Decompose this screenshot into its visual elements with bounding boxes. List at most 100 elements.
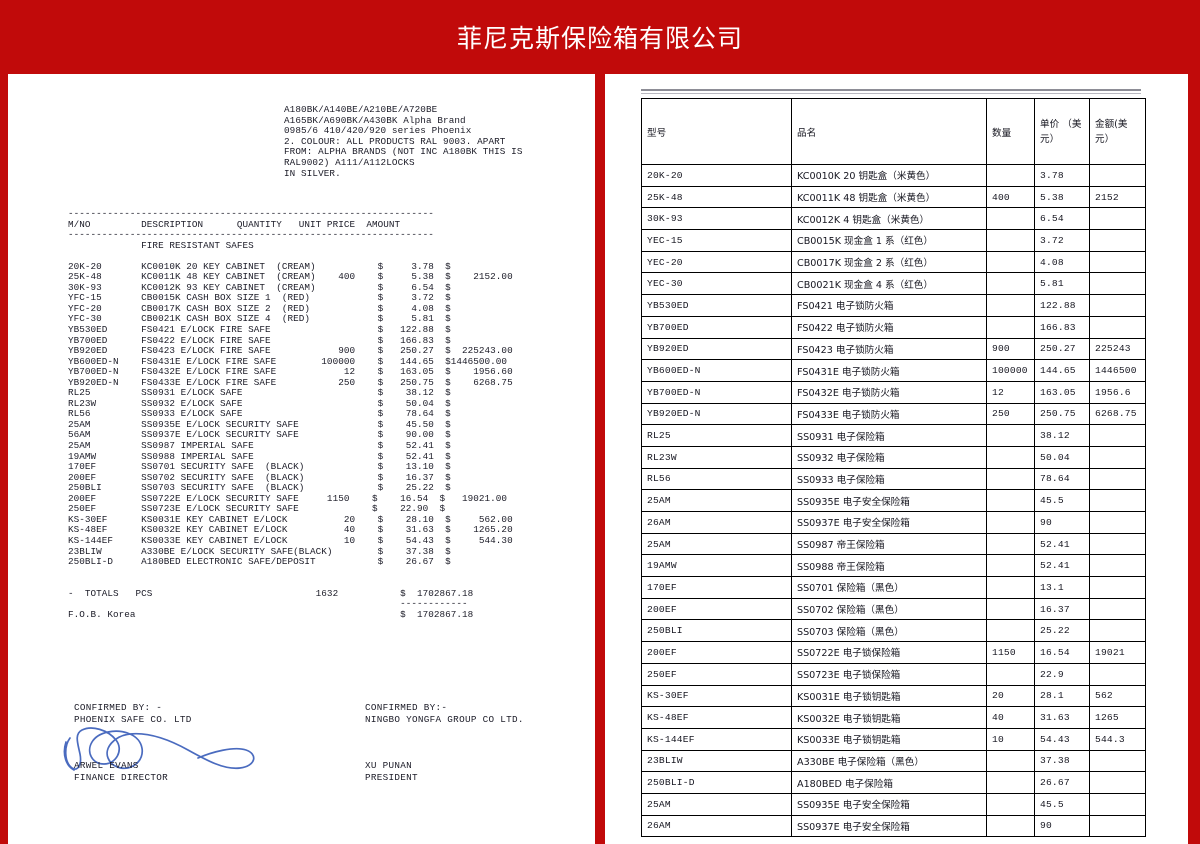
cell-name: FS0431E 电子锁防火箱 xyxy=(791,359,987,382)
table-row[interactable]: YB530ED FS0421 电子锁防火箱 122.88 xyxy=(641,294,1146,317)
cell-model: 250BLI xyxy=(641,619,792,643)
table-row[interactable]: 250BLI SS0703 保险箱（黑色） 25.22 xyxy=(641,619,1146,643)
cell-unit-price: 52.41 xyxy=(1034,554,1090,578)
table-row[interactable]: YEC-20 CB0017K 现金盒 2 系（红色） 4.08 xyxy=(641,250,1146,274)
cell-qty xyxy=(986,771,1035,794)
cell-name: SS0933 电子保险箱 xyxy=(791,467,987,491)
table-row[interactable]: 25AM SS0987 帝王保险箱 52.41 xyxy=(641,532,1146,556)
cell-qty xyxy=(986,511,1035,534)
cell-model: KS-48EF xyxy=(641,706,792,729)
cell-qty xyxy=(986,792,1035,816)
cell-model: 26AM xyxy=(641,814,792,838)
table-row[interactable]: 19AMW SS0988 帝王保险箱 52.41 xyxy=(641,554,1146,578)
table-row[interactable]: YEC-15 CB0015K 现金盒 1 系（红色） 3.72 xyxy=(641,229,1146,252)
cell-name: CB0017K 现金盒 2 系（红色） xyxy=(791,250,987,274)
cell-unit-price: 54.43 xyxy=(1034,727,1090,751)
cell-model: 25K-48 xyxy=(641,185,792,209)
cell-unit-price: 90 xyxy=(1034,511,1090,534)
cell-qty xyxy=(986,532,1035,556)
table-row[interactable]: KS-144EF KS0033E 电子锁钥匙箱 10 54.43 544.3 xyxy=(641,727,1146,751)
cell-unit-price: 5.81 xyxy=(1034,272,1090,296)
cell-model: YB530ED xyxy=(641,294,792,317)
cell-unit-price: 6.54 xyxy=(1034,207,1090,231)
cell-qty xyxy=(986,272,1035,296)
cell-name: KC0012K 4 钥匙盒（米黄色） xyxy=(791,207,987,231)
cell-amount xyxy=(1089,749,1146,773)
table-row[interactable]: KS-48EF KS0032E 电子锁钥匙箱 40 31.63 1265 xyxy=(641,706,1146,729)
cell-qty xyxy=(986,576,1035,599)
cell-qty xyxy=(986,489,1035,512)
table-row[interactable]: YB920ED FS0423 电子锁防火箱 900 250.27 225243 xyxy=(641,337,1146,361)
cell-qty: 20 xyxy=(986,684,1035,708)
column-header-unit-price: 单价 （美元） xyxy=(1034,98,1090,165)
table-row[interactable]: 250BLI-D A180BED 电子保险箱 26.67 xyxy=(641,771,1146,794)
table-row[interactable]: 170EF SS0701 保险箱（黑色） 13.1 xyxy=(641,576,1146,599)
cell-name: KC0011K 48 钥匙盒（米黄色） xyxy=(791,185,987,209)
cell-amount: 6268.75 xyxy=(1089,402,1146,426)
table-row[interactable]: 200EF SS0722E 电子锁保险箱 1150 16.54 19021 xyxy=(641,641,1146,664)
cell-name: SS0723E 电子锁保险箱 xyxy=(791,662,987,686)
cell-amount xyxy=(1089,814,1146,838)
table-row[interactable]: 25AM SS0935E 电子安全保险箱 45.5 xyxy=(641,489,1146,512)
cell-model: RL56 xyxy=(641,467,792,491)
column-header-model: 型号 xyxy=(641,98,792,165)
table-row[interactable]: 250EF SS0723E 电子锁保险箱 22.9 xyxy=(641,662,1146,686)
cell-model: 250BLI-D xyxy=(641,771,792,794)
table-row[interactable]: 20K-20 KC0010K 20 钥匙盒（米黄色） 3.78 xyxy=(641,164,1146,187)
invoice-ledger-text: ----------------------------------------… xyxy=(68,208,513,620)
table-row[interactable]: 26AM SS0937E 电子安全保险箱 90 xyxy=(641,511,1146,534)
table-row[interactable]: YB700ED-N FS0432E 电子锁防火箱 12 163.05 1956.6 xyxy=(641,380,1146,404)
cell-amount xyxy=(1089,294,1146,317)
table-row[interactable]: 30K-93 KC0012K 4 钥匙盒（米黄色） 6.54 xyxy=(641,207,1146,231)
table-body: 20K-20 KC0010K 20 钥匙盒（米黄色） 3.78 25K-48 KC001… xyxy=(641,164,1146,838)
column-header-qty: 数量 xyxy=(986,98,1035,165)
cell-model: 250EF xyxy=(641,662,792,686)
cell-qty xyxy=(986,315,1035,339)
table-row[interactable]: YB600ED-N FS0431E 电子锁防火箱 100000 144.65 14465… xyxy=(641,359,1146,382)
cell-name: SS0937E 电子安全保险箱 xyxy=(791,511,987,534)
table-row[interactable]: RL23W SS0932 电子保险箱 50.04 xyxy=(641,445,1146,469)
table-row[interactable]: 25K-48 KC0011K 48 钥匙盒（米黄色） 400 5.38 2152 xyxy=(641,185,1146,209)
cell-amount: 1265 xyxy=(1089,706,1146,729)
cell-unit-price: 45.5 xyxy=(1034,489,1090,512)
table-row[interactable]: 25AM SS0935E 电子安全保险箱 45.5 xyxy=(641,792,1146,816)
cell-unit-price: 38.12 xyxy=(1034,424,1090,447)
cell-qty xyxy=(986,662,1035,686)
table-row[interactable]: RL25 SS0931 电子保险箱 38.12 xyxy=(641,424,1146,447)
cell-qty: 100000 xyxy=(986,359,1035,382)
cell-unit-price: 28.1 xyxy=(1034,684,1090,708)
cell-model: 25AM xyxy=(641,792,792,816)
column-header-name: 品名 xyxy=(791,98,987,165)
cell-amount xyxy=(1089,467,1146,491)
cell-model: 25AM xyxy=(641,532,792,556)
page-header: 菲尼克斯保险箱有限公司 xyxy=(0,0,1200,74)
table-row[interactable]: YEC-30 CB0021K 现金盒 4 系（红色） 5.81 xyxy=(641,272,1146,296)
table-row[interactable]: 23BLIW A330BE 电子保险箱（黑色） 37.38 xyxy=(641,749,1146,773)
cell-model: YEC-15 xyxy=(641,229,792,252)
cell-amount xyxy=(1089,619,1146,643)
cell-model: RL23W xyxy=(641,445,792,469)
table-row[interactable]: YB700ED FS0422 电子锁防火箱 166.83 xyxy=(641,315,1146,339)
cell-unit-price: 50.04 xyxy=(1034,445,1090,469)
cell-name: A330BE 电子保险箱（黑色） xyxy=(791,749,987,773)
right-table-panel[interactable]: 型号 品名 数量 单价 （美元） 金额(美元） 20K-20 KC0010K 20… xyxy=(605,74,1188,844)
cell-name: SS0937E 电子安全保险箱 xyxy=(791,814,987,838)
table-row[interactable]: 200EF SS0702 保险箱（黑色） 16.37 xyxy=(641,597,1146,621)
left-document-panel[interactable]: A180BK/A140BE/A210BE/A720BE A165BK/A690B… xyxy=(8,74,595,844)
table-row[interactable]: KS-30EF KS0031E 电子锁钥匙箱 20 28.1 562 xyxy=(641,684,1146,708)
cell-amount xyxy=(1089,511,1146,534)
cell-name: SS0931 电子保险箱 xyxy=(791,424,987,447)
cell-name: SS0703 保险箱（黑色） xyxy=(791,619,987,643)
cell-unit-price: 250.27 xyxy=(1034,337,1090,361)
cell-unit-price: 166.83 xyxy=(1034,315,1090,339)
cell-model: 170EF xyxy=(641,576,792,599)
table-row[interactable]: 26AM SS0937E 电子安全保险箱 90 xyxy=(641,814,1146,838)
cell-name: SS0988 帝王保险箱 xyxy=(791,554,987,578)
table-row[interactable]: YB920ED-N FS0433E 电子锁防火箱 250 250.75 6268.75 xyxy=(641,402,1146,426)
table-row[interactable]: RL56 SS0933 电子保险箱 78.64 xyxy=(641,467,1146,491)
cell-model: 20K-20 xyxy=(641,164,792,187)
cell-name: CB0021K 现金盒 4 系（红色） xyxy=(791,272,987,296)
cell-unit-price: 37.38 xyxy=(1034,749,1090,773)
cell-amount: 2152 xyxy=(1089,185,1146,209)
